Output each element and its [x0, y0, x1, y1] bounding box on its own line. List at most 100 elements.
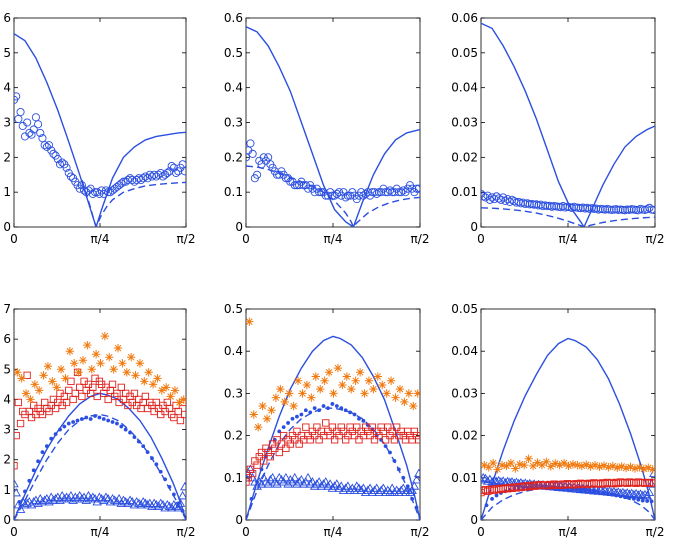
point-triangles: [371, 483, 382, 492]
point-dots: [249, 497, 254, 501]
point-squares: [89, 383, 97, 392]
point-squares: [255, 453, 263, 461]
point-triangles: [173, 503, 184, 512]
y-tick-label: 0.02: [451, 150, 478, 164]
point-circles: [117, 179, 126, 188]
point-dots: [410, 497, 415, 501]
point-triangles: [549, 482, 559, 491]
y-tick-label: 0: [235, 513, 243, 527]
point-circles: [649, 205, 655, 214]
point-dots: [326, 406, 330, 411]
point-triangles: [267, 472, 278, 482]
point-triangles: [39, 495, 50, 504]
point-dots: [163, 477, 168, 482]
point-triangles: [274, 472, 285, 482]
point-circles: [14, 114, 23, 124]
point-squares: [14, 462, 18, 470]
point-triangles: [256, 479, 267, 488]
point-dots: [44, 444, 49, 449]
point-squares: [23, 371, 31, 379]
point-stars: [551, 459, 560, 468]
point-stars: [148, 380, 158, 389]
point-triangles: [252, 481, 262, 490]
point-squares: [346, 423, 354, 431]
point-triangles: [88, 492, 98, 501]
point-squares: [368, 423, 376, 431]
point-squares: [299, 436, 308, 444]
y-tick-label: 0: [3, 513, 11, 527]
point-triangles: [278, 477, 289, 486]
point-stars: [285, 389, 294, 398]
scatter-series-triangles: [246, 464, 420, 497]
point-squares: [286, 440, 294, 448]
point-triangles: [387, 483, 397, 492]
point-triangles: [177, 490, 186, 500]
point-circles: [370, 188, 379, 197]
scatter-series-stars: [481, 454, 655, 474]
point-dots: [53, 432, 58, 436]
point-squares: [415, 436, 420, 444]
point-triangles: [101, 492, 111, 501]
point-squares: [401, 436, 410, 444]
scatter-series-circles: [481, 189, 655, 215]
point-circles: [55, 160, 65, 169]
point-squares: [14, 398, 23, 407]
point-dots: [388, 450, 392, 455]
point-squares: [273, 436, 281, 444]
point-dots: [396, 467, 401, 472]
point-triangles: [498, 476, 508, 485]
point-stars: [61, 374, 70, 383]
point-stars: [515, 460, 524, 469]
point-circles: [385, 186, 395, 195]
point-circles: [399, 186, 408, 195]
point-squares: [397, 427, 405, 436]
point-stars: [131, 371, 140, 380]
point-triangles: [620, 488, 630, 498]
x-tick-label: π/4: [324, 525, 343, 539]
point-stars: [157, 386, 167, 395]
point-stars: [271, 393, 281, 402]
point-triangles: [633, 490, 644, 499]
point-squares: [293, 427, 301, 436]
point-triangles: [527, 480, 537, 489]
point-dots: [97, 415, 102, 420]
point-squares: [313, 423, 321, 431]
y-tick-label: 0.6: [224, 11, 243, 25]
point-triangles: [629, 489, 639, 499]
point-triangles: [358, 483, 369, 492]
point-triangles: [272, 479, 282, 488]
y-tick-label: 0.1: [224, 471, 243, 485]
point-squares: [337, 423, 345, 431]
point-triangles: [142, 500, 153, 509]
x-tick-label: π/2: [646, 525, 665, 539]
point-stars: [342, 372, 352, 381]
point-triangles: [28, 497, 39, 506]
point-stars: [122, 368, 131, 377]
point-squares: [350, 431, 359, 440]
point-triangles: [551, 481, 562, 490]
point-triangles: [575, 484, 586, 494]
point-squares: [381, 436, 390, 444]
point-triangles: [383, 485, 393, 494]
point-triangles: [246, 472, 251, 482]
point-squares: [359, 431, 368, 440]
point-triangles: [609, 486, 619, 496]
point-dots: [115, 421, 119, 426]
point-triangles: [414, 468, 420, 478]
point-triangles: [649, 468, 655, 478]
point-circles: [368, 188, 377, 197]
point-dots: [649, 499, 654, 504]
point-stars: [404, 389, 414, 398]
point-squares: [319, 431, 328, 440]
point-squares: [344, 431, 352, 440]
series-line-dashed: [81, 179, 186, 227]
point-circles: [14, 92, 21, 101]
point-stars: [34, 386, 44, 395]
y-tick-label: 0: [3, 220, 11, 234]
point-triangles: [516, 477, 526, 487]
point-stars: [276, 384, 285, 394]
point-circles: [40, 141, 49, 150]
point-squares: [370, 436, 379, 444]
point-triangles: [589, 485, 599, 495]
point-squares: [176, 416, 185, 425]
